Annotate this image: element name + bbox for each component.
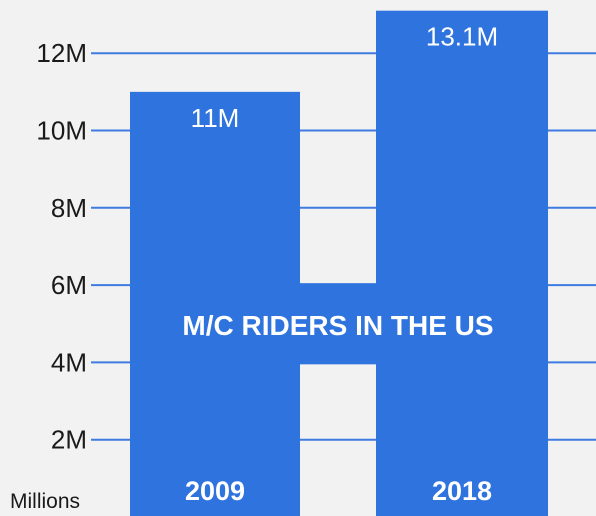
labels: 11M 13.1M 2009 2018 M/C RIDERS IN THE US Mill… [10,22,498,513]
h-crossbar [298,283,378,365]
y-tick-label: 8M [51,193,87,223]
y-axis-ticks: 2M 4M 6M 8M 10M 12M [36,38,87,455]
category-label-2018: 2018 [432,476,492,506]
y-tick-label: 12M [36,38,87,68]
y-tick-label: 6M [51,270,87,300]
y-tick-label: 10M [36,116,87,146]
data-label-2018: 13.1M [426,22,498,52]
bar-2018 [376,10,548,516]
data-label-2009: 11M [191,103,240,133]
category-label-2009: 2009 [185,476,245,506]
y-tick-label: 4M [51,347,87,377]
chart-title: M/C RIDERS IN THE US [182,310,493,341]
bar-2009 [130,91,300,516]
bars [130,10,548,516]
y-tick-label: 2M [51,425,87,455]
y-axis-unit-label: Millions [10,490,80,513]
